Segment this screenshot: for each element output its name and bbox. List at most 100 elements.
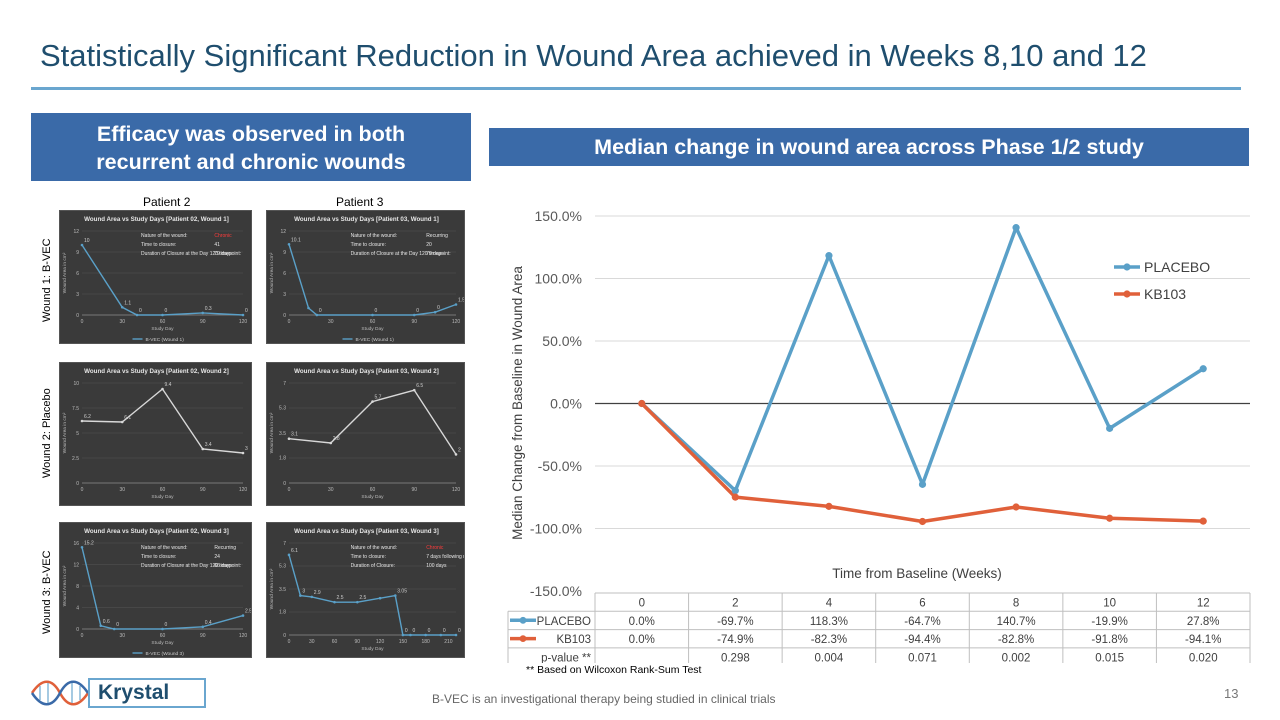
dna-helix-icon xyxy=(30,680,90,706)
thumb-data-label: 0.6 xyxy=(103,619,110,625)
legend-marker xyxy=(1123,263,1131,271)
thumb-series-line xyxy=(81,547,244,630)
y-tick-label: 150.0% xyxy=(535,208,582,224)
thumb-y-tick: 16 xyxy=(73,541,79,547)
thumb-chart: Wound Area vs Study Days [Patient 03, Wo… xyxy=(269,216,465,343)
thumb-data-label: 0 xyxy=(319,308,322,314)
patient-3-label: Patient 3 xyxy=(336,195,384,209)
table-cell: 118.3% xyxy=(810,616,848,628)
table-cell: 0.020 xyxy=(1189,652,1218,663)
thumb-data-point xyxy=(241,451,245,455)
table-header-cell: 0 xyxy=(639,598,645,610)
thumb-data-point xyxy=(161,387,164,391)
thumb-title: Wound Area vs Study Days [Patient 03, Wo… xyxy=(294,216,439,223)
y-axis-label: Median Change from Baseline in Wound Are… xyxy=(510,266,525,540)
table-cell: 140.7% xyxy=(997,616,1036,628)
thumb-chart: Wound Area vs Study Days [Patient 02, Wo… xyxy=(62,528,252,657)
y-tick-label: 100.0% xyxy=(535,271,582,287)
thumb-series-line xyxy=(81,244,244,316)
thumb-ylabel: Wound Area in cm² xyxy=(269,568,275,609)
data-point-kb103 xyxy=(918,517,927,526)
thumb-y-tick: 4 xyxy=(76,606,79,612)
thumb-data-point xyxy=(371,400,374,403)
thumb-data-label: 2.9 xyxy=(314,590,321,596)
thumb-y-tick: 1.8 xyxy=(279,609,286,615)
patient-2-label: Patient 2 xyxy=(143,195,191,209)
footnote: ** Based on Wilcoxon Rank-Sum Test xyxy=(526,664,702,676)
thumb-ylabel: Wound Area in cm² xyxy=(62,252,68,293)
table-cell: 0.015 xyxy=(1095,652,1124,663)
thumb-data-label: 2.5 xyxy=(245,609,252,615)
table-header-cell: 2 xyxy=(732,598,738,610)
table-cell: -69.7% xyxy=(717,616,753,628)
thumb-data-point xyxy=(310,595,314,599)
thumb-x-tick: 180 xyxy=(421,639,430,645)
table-row-key-marker xyxy=(519,616,527,624)
thumb-data-label: 0 xyxy=(443,628,446,634)
thumb-info-label: Duration of Closure at the Day 120 timep… xyxy=(141,251,241,257)
thumb-info-value: 20 xyxy=(426,242,432,248)
thumb-data-label: 10 xyxy=(84,238,90,244)
thumb-y-tick: 0 xyxy=(283,633,286,639)
thumb-title: Wound Area vs Study Days [Patient 03, Wo… xyxy=(294,368,439,375)
thumb-data-label: 6.1 xyxy=(291,548,298,554)
thumb-info-label: Time to closure: xyxy=(351,554,386,560)
table-cell: 0.298 xyxy=(721,652,750,663)
thumb-data-label: 1.5 xyxy=(458,298,465,304)
data-point-kb103 xyxy=(731,493,739,501)
chart-banner: Median change in wound area across Phase… xyxy=(489,128,1249,166)
data-point-kb103 xyxy=(1106,514,1114,522)
thumb-series-line xyxy=(288,554,456,636)
thumb-chart: Wound Area vs Study Days [Patient 03, Wo… xyxy=(269,528,464,652)
y-tick-labels: 150.0% 100.0% 50.0% 0.0% -50.0% -100.0% … xyxy=(530,208,582,599)
thumb-chart: Wound Area vs Study Days [Patient 02, Wo… xyxy=(62,216,248,343)
data-point-kb103 xyxy=(1012,503,1020,511)
thumb-data-point xyxy=(412,388,416,392)
thumb-y-tick: 8 xyxy=(76,584,79,590)
thumb-x-tick: 0 xyxy=(81,633,84,639)
table-row-pvalue: p-value ** 0.298 0.004 0.071 0.002 0.015… xyxy=(541,652,1217,663)
thumb-xlabel: Study Day xyxy=(151,640,174,646)
efficacy-banner: Efficacy was observed in both recurrent … xyxy=(31,113,471,181)
thumb-info-value: 66 days xyxy=(214,563,232,569)
table-cell: -74.9% xyxy=(717,634,753,646)
thumb-y-tick: 0 xyxy=(76,313,79,319)
y-tick-label: 0.0% xyxy=(550,396,582,412)
thumb-info-value: Chronic xyxy=(426,545,444,551)
thumb-info-value: 24 xyxy=(214,554,220,560)
table-cell: 27.8% xyxy=(1187,616,1220,628)
thumb-xlabel: Study Day xyxy=(361,646,384,652)
thumb-y-tick: 1.8 xyxy=(279,455,286,461)
thumb-y-tick: 2.5 xyxy=(72,456,79,462)
thumb-data-label: 0.4 xyxy=(205,620,212,626)
thumb-data-label: 2 xyxy=(458,447,461,453)
table-row-label: p-value ** xyxy=(541,652,591,663)
thumb-data-point xyxy=(287,437,291,441)
thumb-data-label: 2.5 xyxy=(359,595,366,601)
table-header-row: 0 2 4 6 8 10 12 xyxy=(639,598,1210,610)
thumb-data-label: 0 xyxy=(405,628,408,634)
data-point-placebo xyxy=(731,487,739,495)
thumb-data-point xyxy=(80,419,84,423)
thumb-data-label: 0 xyxy=(458,628,461,634)
thumb-data-label: 6.2 xyxy=(84,414,91,420)
thumb-x-tick: 0 xyxy=(81,487,84,493)
thumb-data-point xyxy=(409,633,412,637)
thumb-x-tick: 0 xyxy=(81,319,84,325)
thumb-data-label: 0 xyxy=(428,628,431,634)
thumb-x-tick: 90 xyxy=(411,319,417,325)
thumb-data-point xyxy=(241,614,245,617)
legend-label: KB103 xyxy=(1144,286,1186,302)
efficacy-banner-line1: Efficacy was observed in both xyxy=(96,122,406,146)
thumb-y-tick: 12 xyxy=(280,229,286,235)
x-axis-label: Time from Baseline (Weeks) xyxy=(832,566,1002,581)
table-row-placebo: PLACEBO 0.0% -69.7% 118.3% -64.7% 140.7%… xyxy=(510,616,1220,628)
thumb-x-tick: 30 xyxy=(119,633,125,639)
table-header-cell: 12 xyxy=(1197,598,1210,610)
thumb-x-tick: 150 xyxy=(399,639,408,645)
thumbnail-patient2-wound3: Wound Area vs Study Days [Patient 02, Wo… xyxy=(59,522,252,658)
title-divider xyxy=(31,87,1241,90)
thumb-data-point xyxy=(120,306,124,309)
logo-wordmark: Krystal xyxy=(88,678,206,708)
thumb-data-label: 5.7 xyxy=(375,395,382,401)
